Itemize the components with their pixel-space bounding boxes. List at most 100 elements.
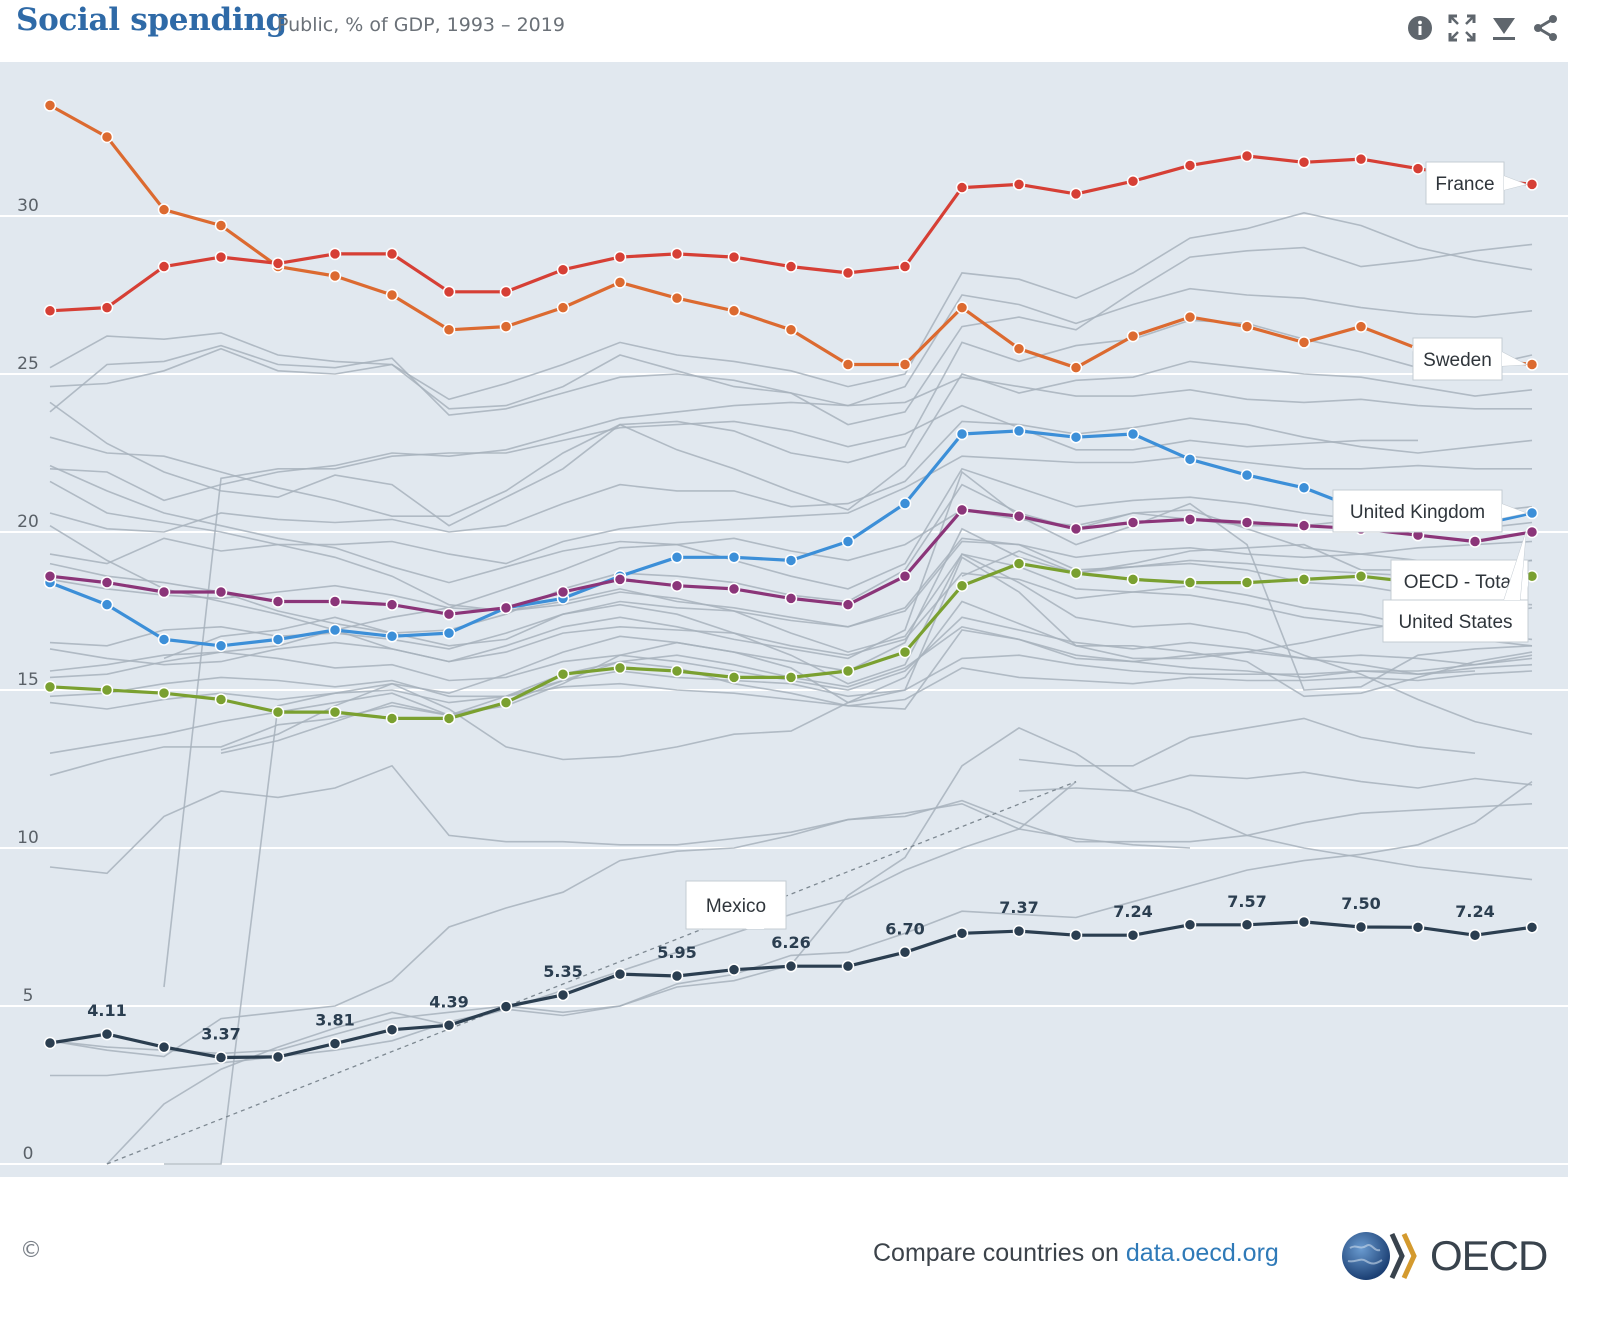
data-point-sweden bbox=[1126, 329, 1140, 343]
data-label-mexico: 7.24 bbox=[1455, 902, 1494, 921]
info-icon[interactable] bbox=[1406, 12, 1434, 44]
data-point-united-states bbox=[1468, 535, 1482, 548]
background-series-line bbox=[220, 556, 1476, 754]
data-point-united-states bbox=[1240, 516, 1254, 529]
chart-title: Social spending bbox=[16, 2, 287, 38]
y-tick-label: 20 bbox=[17, 512, 39, 532]
data-label-mexico: 3.81 bbox=[315, 1011, 354, 1030]
data-point-united-states bbox=[328, 595, 342, 608]
data-point-france bbox=[157, 260, 171, 273]
data-point-mexico bbox=[1240, 918, 1254, 932]
data-point-mexico bbox=[328, 1037, 342, 1050]
callout-label-oecd-total: OECD - Total bbox=[1404, 572, 1516, 593]
background-series-line bbox=[106, 780, 1077, 1165]
background-series-line bbox=[49, 540, 1533, 628]
data-point-oecd-total bbox=[1297, 573, 1311, 586]
download-icon[interactable] bbox=[1490, 12, 1518, 44]
data-label-mexico: 5.95 bbox=[657, 943, 696, 962]
data-point-sweden bbox=[784, 323, 798, 337]
data-point-sweden bbox=[442, 323, 456, 337]
share-icon[interactable] bbox=[1532, 12, 1560, 44]
callout-label-mexico: Mexico bbox=[706, 896, 766, 917]
callout-pointer-fill bbox=[1504, 532, 1526, 600]
callout-pointer-fill bbox=[1502, 352, 1526, 366]
data-point-oecd-total bbox=[1126, 573, 1140, 586]
data-point-united-states bbox=[670, 579, 684, 592]
data-point-united-states bbox=[157, 585, 171, 599]
series-united-kingdom bbox=[43, 424, 1539, 653]
background-series-line bbox=[49, 464, 1533, 590]
data-point-france bbox=[385, 247, 399, 261]
mexico-trend-dotted-line bbox=[106, 781, 1077, 1165]
callout-mexico: Mexico bbox=[685, 880, 787, 930]
data-point-oecd-total bbox=[499, 696, 513, 709]
background-series-line bbox=[1018, 771, 1533, 792]
oecd-logo: OECD bbox=[1340, 1228, 1548, 1284]
data-point-united-kingdom bbox=[955, 427, 969, 441]
data-point-oecd-total bbox=[43, 680, 57, 694]
data-point-mexico bbox=[613, 967, 627, 981]
data-label-mexico: 4.39 bbox=[429, 992, 468, 1011]
data-point-mexico bbox=[214, 1051, 228, 1064]
data-point-mexico bbox=[271, 1050, 285, 1064]
background-series-line bbox=[220, 600, 1533, 761]
data-point-united-states bbox=[1012, 509, 1026, 523]
data-point-sweden bbox=[670, 291, 684, 305]
data-point-united-kingdom bbox=[784, 554, 798, 567]
data-point-united-states bbox=[499, 601, 513, 615]
data-point-united-kingdom bbox=[1126, 427, 1140, 441]
data-point-united-states bbox=[43, 569, 57, 583]
fullscreen-icon[interactable] bbox=[1448, 12, 1476, 44]
data-point-mexico bbox=[1183, 918, 1197, 932]
plot-area: 0510152025301994199619982000200220042006… bbox=[0, 62, 1568, 1215]
background-series-line bbox=[49, 417, 1533, 533]
background-series-line bbox=[49, 553, 1533, 735]
data-point-oecd-total bbox=[271, 705, 285, 719]
data-point-united-kingdom bbox=[271, 633, 285, 646]
background-series-line bbox=[49, 455, 1532, 565]
background-series-line bbox=[49, 319, 1533, 517]
data-point-sweden bbox=[1525, 358, 1539, 371]
series-sweden bbox=[43, 99, 1539, 374]
data-point-france bbox=[1069, 187, 1083, 201]
data-point-sweden bbox=[841, 358, 855, 371]
data-point-sweden bbox=[157, 203, 171, 216]
data-point-oecd-total bbox=[328, 705, 342, 719]
data-point-oecd-total bbox=[841, 664, 855, 678]
callout-label-france: France bbox=[1435, 174, 1494, 195]
data-point-united-kingdom bbox=[1240, 468, 1254, 482]
data-point-france bbox=[670, 247, 684, 261]
data-point-sweden bbox=[385, 288, 399, 302]
callout-pointer-fill bbox=[1504, 176, 1526, 190]
background-series-line bbox=[49, 211, 1533, 401]
y-tick-label: 10 bbox=[17, 828, 39, 848]
data-point-mexico bbox=[157, 1040, 171, 1054]
data-point-france bbox=[271, 257, 285, 270]
data-point-united-states bbox=[442, 607, 456, 621]
data-oecd-link[interactable]: data.oecd.org bbox=[1125, 1239, 1279, 1267]
data-point-united-states bbox=[784, 592, 798, 605]
background-series-line bbox=[49, 572, 1533, 666]
chart-toolbar bbox=[1406, 12, 1560, 44]
data-point-united-kingdom bbox=[727, 551, 741, 564]
series-mexico bbox=[43, 915, 1539, 1064]
callout-box bbox=[1412, 337, 1503, 381]
data-point-oecd-total bbox=[157, 686, 171, 700]
copyright-icon[interactable]: © bbox=[20, 1238, 42, 1263]
data-point-france bbox=[43, 304, 57, 318]
data-point-united-states bbox=[1297, 519, 1311, 532]
data-point-france bbox=[499, 285, 513, 299]
data-point-united-states bbox=[898, 569, 912, 583]
data-point-united-kingdom bbox=[1012, 424, 1026, 438]
callout-pointer-fill bbox=[1502, 504, 1526, 518]
data-point-united-kingdom bbox=[214, 639, 228, 653]
data-point-sweden bbox=[727, 304, 741, 318]
data-point-mexico bbox=[1525, 921, 1539, 934]
data-point-oecd-total bbox=[214, 693, 228, 706]
data-point-oecd-total bbox=[1012, 557, 1026, 570]
data-point-mexico bbox=[442, 1019, 456, 1032]
callout-label-sweden: Sweden bbox=[1423, 350, 1492, 371]
callout-label-united-kingdom: United Kingdom bbox=[1350, 502, 1485, 523]
data-point-france bbox=[841, 266, 855, 280]
data-point-mexico bbox=[1297, 915, 1311, 929]
